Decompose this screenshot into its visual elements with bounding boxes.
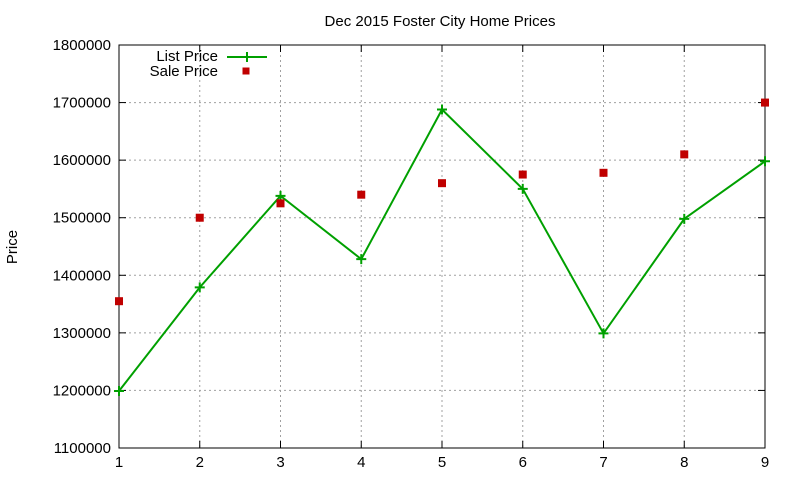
list-price-point <box>275 190 286 201</box>
list-price-point <box>114 386 124 397</box>
sale-price-point <box>276 199 285 208</box>
sale-price-point <box>680 150 689 159</box>
x-tick-label: 7 <box>599 454 607 471</box>
list-price-point <box>517 183 528 194</box>
y-tick-label: 1500000 <box>53 210 111 227</box>
y-tick-label: 1700000 <box>53 95 111 112</box>
x-tick-label: 5 <box>438 454 446 471</box>
chart-title: Dec 2015 Foster City Home Prices <box>325 13 556 30</box>
legend-marker-list-price <box>242 52 252 62</box>
x-tick-label: 6 <box>519 454 527 471</box>
list-price-point <box>437 104 447 115</box>
x-tick-label: 2 <box>196 454 204 471</box>
plot-frame <box>118 44 766 449</box>
sale-price-point <box>599 168 608 177</box>
sale-price-point <box>195 213 204 222</box>
list-price-point <box>598 328 609 339</box>
x-tick-label: 3 <box>276 454 284 471</box>
grid-lines <box>119 45 765 448</box>
y-tick-label: 1200000 <box>53 382 111 399</box>
y-tick-label: 1300000 <box>53 325 111 342</box>
list-price-point <box>760 156 770 167</box>
list-price-point <box>194 282 205 293</box>
x-tick-label: 8 <box>680 454 688 471</box>
y-tick-label: 1800000 <box>53 37 111 54</box>
legend-marker-sale-price <box>242 67 250 75</box>
series-layer <box>114 98 770 397</box>
sale-price-point <box>438 179 446 188</box>
axis-ticks: 1100000 1200000 1300000 1400000 1500000 16000… <box>53 37 770 471</box>
y-tick-label: 1600000 <box>53 152 111 169</box>
list-price-point <box>679 213 690 224</box>
legend-label-sale-price: Sale Price <box>150 63 218 80</box>
sale-price-point <box>115 297 123 306</box>
sale-price-point <box>761 98 769 107</box>
legend-label-list-price: List Price <box>156 48 218 65</box>
sale-price-point <box>357 190 366 199</box>
y-axis-label: Price <box>4 230 21 264</box>
list-price-point <box>356 254 367 265</box>
legend: List Price Sale Price <box>150 48 267 80</box>
y-tick-label: 1100000 <box>54 440 111 457</box>
x-tick-label: 9 <box>761 454 769 471</box>
y-tick-label: 1400000 <box>53 267 111 284</box>
x-tick-label: 4 <box>357 454 365 471</box>
sale-price-point <box>518 170 527 179</box>
x-tick-label: 1 <box>115 454 123 471</box>
